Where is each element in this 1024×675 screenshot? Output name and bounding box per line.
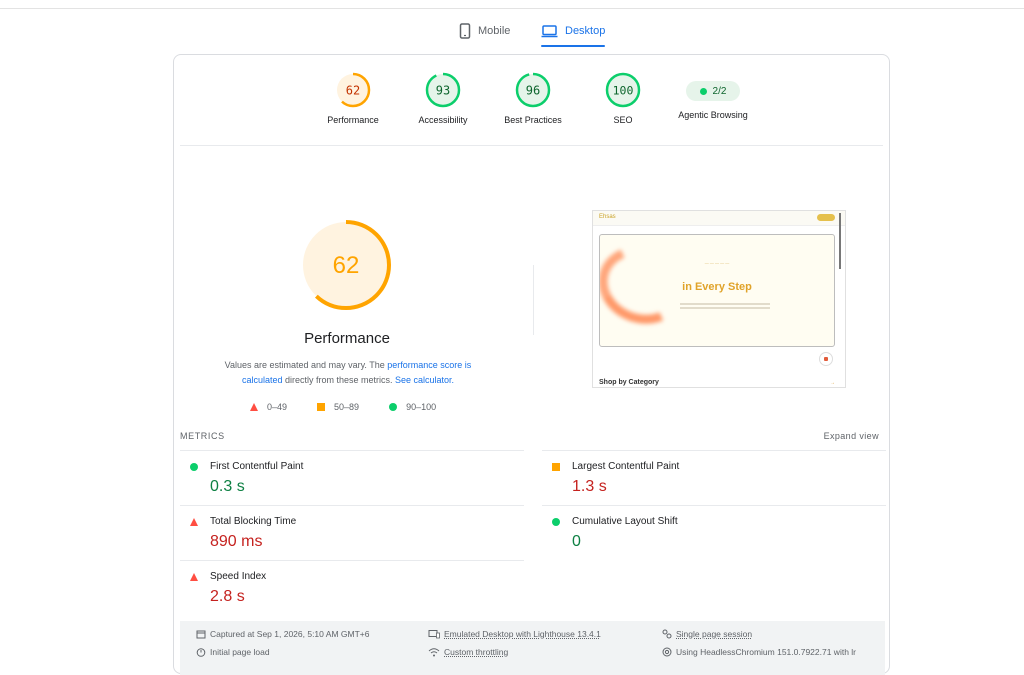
screenshot-headline: in Every Step	[682, 281, 752, 293]
gauge-score: 62	[346, 84, 360, 98]
tab-mobile[interactable]: Mobile	[459, 17, 510, 45]
initial-text: Initial page load	[210, 647, 270, 657]
legend-range: 90–100	[406, 402, 437, 412]
vertical-divider	[533, 265, 534, 335]
gauge-label: Accessibility	[418, 115, 468, 125]
gauge-label: Best Practices	[504, 115, 562, 125]
metric-value: 0.3 s	[210, 478, 245, 495]
legend-range: 50–89	[334, 402, 360, 412]
gauge-ring: 100	[605, 72, 641, 108]
screenshot-more-link: →	[830, 380, 835, 386]
metric-fcp: First Contentful Paint 0.3 s	[180, 450, 524, 505]
metrics-header: METRICS	[180, 431, 225, 441]
average-square-icon	[552, 463, 560, 471]
performance-gauge: 62	[301, 220, 391, 310]
calendar-icon	[196, 630, 206, 639]
gauge-ring: 62	[335, 72, 371, 108]
legend-range: 0–49	[267, 402, 288, 412]
metric-value: 2.8 s	[210, 588, 245, 605]
pass-circle-icon	[389, 403, 398, 411]
desc-text: directly from these metrics.	[282, 375, 395, 385]
metric-lcp: Largest Contentful Paint 1.3 s	[542, 450, 886, 505]
gauge-label: Performance	[327, 115, 379, 125]
session-type[interactable]: Single page session	[662, 629, 752, 639]
tab-mobile-label: Mobile	[478, 25, 511, 37]
gauge-label: SEO	[613, 115, 633, 125]
metric-name: Cumulative Layout Shift	[572, 516, 678, 527]
metric-name: Largest Contentful Paint	[572, 461, 680, 472]
fail-triangle-icon	[190, 573, 198, 581]
pass-dot-icon	[699, 87, 707, 95]
gauge-seo[interactable]: 100 SEO	[573, 71, 673, 125]
emulated-device[interactable]: Emulated Desktop with Lighthouse 13.4.1	[428, 629, 601, 639]
metric-tbt: Total Blocking Time 890 ms	[180, 505, 524, 560]
calculator-link[interactable]: See calculator.	[395, 375, 455, 385]
metric-value: 1.3 s	[572, 478, 607, 495]
screenshot-pill	[817, 214, 835, 221]
gauge-ring: 93	[425, 72, 461, 108]
screenshot-tagline: — — — — —	[704, 260, 730, 265]
metric-name: Speed Index	[210, 571, 267, 582]
phone-icon	[459, 23, 471, 39]
average-square-icon	[317, 403, 326, 411]
session-icon	[662, 629, 672, 639]
emulated-text: Emulated Desktop with Lighthouse 13.4.1	[444, 629, 601, 639]
legend-fail: 0–49	[250, 402, 287, 412]
performance-score: 62	[333, 252, 360, 279]
screenshot-section-title: Shop by Category	[599, 379, 659, 386]
runtime-settings: Captured at Sep 1, 2026, 5:10 AM GMT+6 E…	[180, 621, 885, 675]
device-tabs: Mobile Desktop	[0, 17, 1024, 47]
gauge-ring: 96	[515, 72, 551, 108]
gauge-best-practices[interactable]: 96 Best Practices	[483, 71, 583, 125]
screenshot-scrollbar	[839, 213, 841, 269]
performance-description: Values are estimated and may vary. The p…	[210, 358, 486, 388]
gauge-label: Agentic Browsing	[678, 110, 748, 120]
screenshot-logo: Ehsas	[599, 214, 616, 220]
metric-value: 890 ms	[210, 533, 263, 550]
metric-cls: Cumulative Layout Shift 0	[542, 505, 886, 560]
pass-circle-icon	[552, 518, 560, 526]
throttling-text: Custom throttling	[444, 647, 509, 657]
screenshot-subtext	[680, 303, 770, 305]
metric-name: First Contentful Paint	[210, 461, 304, 472]
agentic-badge: 2/2	[686, 81, 740, 101]
gauge-score: 93	[436, 84, 450, 98]
category-gauges: 62 Performance 93 Accessibility 96 Best …	[174, 71, 891, 141]
tab-desktop[interactable]: Desktop	[541, 17, 606, 47]
report-card: 62 Performance 93 Accessibility 96 Best …	[173, 54, 891, 675]
gauge-accessibility[interactable]: 93 Accessibility	[393, 71, 493, 125]
desc-text: Values are estimated and may vary. The	[224, 360, 388, 370]
gauge-score: 96	[526, 84, 540, 98]
legend-pass: 90–100	[389, 402, 436, 412]
final-screenshot[interactable]: Ehsas — — — — — in Every Step Shop by Ca…	[592, 210, 846, 388]
gauge-agentic-browsing[interactable]: 2/2 Agentic Browsing	[663, 71, 763, 120]
top-divider	[0, 8, 1024, 9]
score-legend: 0–49 50–89 90–100	[250, 402, 436, 412]
screenshot-header: Ehsas	[593, 211, 845, 226]
fail-triangle-icon	[190, 518, 198, 526]
gauges-divider	[180, 145, 883, 146]
laptop-icon	[541, 24, 558, 37]
captured-at: Captured at Sep 1, 2026, 5:10 AM GMT+6	[196, 629, 369, 639]
captured-text: Captured at Sep 1, 2026, 5:10 AM GMT+6	[210, 629, 370, 639]
session-text: Single page session	[676, 629, 753, 639]
devices-icon	[428, 630, 440, 639]
gauge-score: 100	[613, 84, 634, 98]
cart-icon	[819, 352, 833, 366]
legend-average: 50–89	[317, 402, 359, 412]
performance-score-link[interactable]: performance score is calculated	[241, 360, 472, 385]
agentic-score: 2/2	[712, 85, 727, 97]
metric-value: 0	[572, 533, 581, 550]
screenshot-hero: — — — — — in Every Step	[599, 234, 835, 347]
performance-title: Performance	[304, 330, 390, 347]
gauge-performance[interactable]: 62 Performance	[303, 71, 403, 125]
metric-name: Total Blocking Time	[210, 516, 297, 527]
fail-triangle-icon	[250, 403, 258, 411]
browser-text: Using HeadlessChromium 151.0.7922.71 wit…	[676, 647, 857, 657]
expand-view-button[interactable]: Expand view	[823, 431, 879, 441]
metric-speed-index: Speed Index 2.8 s	[180, 560, 524, 615]
tab-desktop-label: Desktop	[565, 25, 606, 37]
pass-circle-icon	[190, 463, 198, 471]
